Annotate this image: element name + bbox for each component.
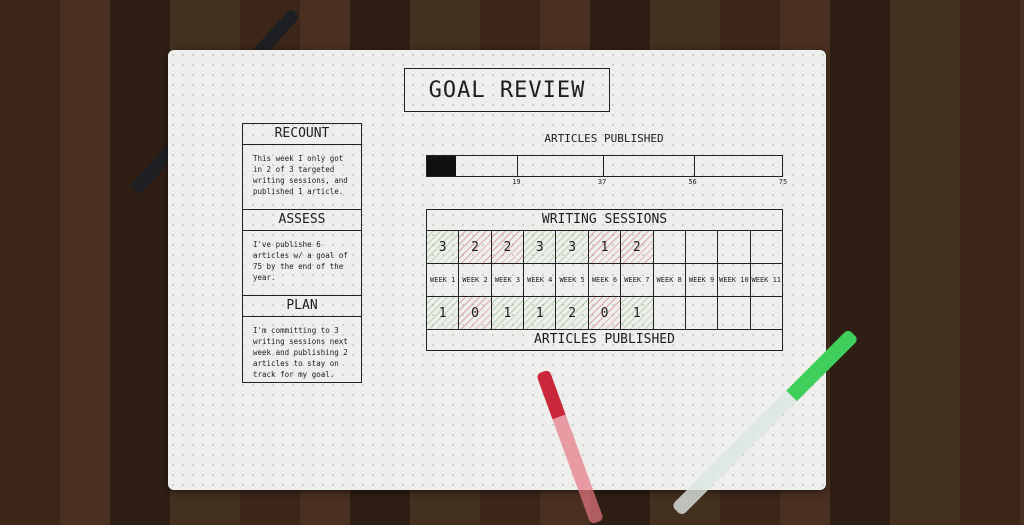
session-count-cell: 2 — [459, 231, 492, 263]
section-heading: PLAN — [243, 296, 361, 317]
section-text: I'm committing to 3 writing sessions nex… — [253, 326, 348, 379]
week-label: WEEK 11 — [751, 275, 782, 284]
article-count-cell: 1 — [491, 297, 525, 329]
page-title: GOAL REVIEW — [404, 68, 610, 112]
session-count-cell: 2 — [621, 231, 654, 263]
week-label: WEEK 9 — [686, 264, 719, 296]
progress-bar — [426, 155, 783, 177]
article-count-cell: 1 — [621, 297, 654, 329]
week-label: WEEK 1 — [427, 264, 460, 296]
section-heading: RECOUNT — [243, 124, 361, 145]
article-count-cell — [654, 297, 686, 329]
progress-label: ARTICLES PUBLISHED — [544, 132, 664, 145]
review-sidebar: RECOUNT This week I only got in 2 of 3 ta… — [242, 123, 362, 383]
tick-label: 37 — [597, 178, 607, 186]
section-text: I've publishe 6 articles w/ a goal of 75… — [243, 231, 361, 296]
session-count-cell: 3 — [556, 231, 589, 263]
article-count-cell: 0 — [588, 297, 622, 329]
session-count-cell — [686, 231, 719, 263]
progress-fill — [427, 156, 456, 176]
article-count-cell — [751, 297, 782, 329]
session-count-cell — [654, 231, 686, 263]
section-heading: ASSESS — [243, 210, 361, 231]
session-count-cell: 3 — [427, 231, 460, 263]
week-label: WEEK 3 — [492, 264, 525, 296]
session-count-cell — [751, 231, 782, 263]
week-label: WEEK 10 — [718, 264, 751, 296]
week-label: WEEK 7 — [621, 264, 654, 296]
article-count-cell: 1 — [427, 297, 460, 329]
article-count-cell: 1 — [524, 297, 557, 329]
weeks-row: WEEK 1 WEEK 2 WEEK 3 WEEK 4 WEEK 5 WEEK 6 WEEK… — [427, 264, 782, 297]
session-count-cell: 1 — [588, 231, 622, 263]
tick-label: 56 — [688, 178, 697, 186]
notebook-page: GOAL REVIEW RECOUNT This week I only got … — [168, 50, 826, 490]
progress-tick — [603, 156, 605, 176]
tick-label: 75 — [778, 178, 788, 186]
week-label: WEEK 6 — [589, 264, 622, 296]
week-label: WEEK 5 — [556, 264, 589, 296]
session-count-cell — [718, 231, 751, 263]
table-footer: ARTICLES PUBLISHED — [534, 332, 675, 347]
article-count-cell — [686, 297, 719, 329]
week-label: WEEK 2 — [459, 264, 492, 296]
section-text: This week I only got in 2 of 3 targeted … — [243, 145, 361, 210]
week-label: WEEK 8 — [654, 264, 686, 296]
table-header: WRITING SESSIONS — [427, 210, 782, 231]
week-label: WEEK 4 — [524, 264, 557, 296]
article-count-cell: 0 — [459, 297, 492, 329]
tick-label: 19 — [512, 178, 521, 186]
article-count-cell: 2 — [556, 297, 589, 329]
session-count-cell: 2 — [491, 231, 525, 263]
article-count-cell — [718, 297, 751, 329]
session-count-cell: 3 — [524, 231, 557, 263]
progress-tick — [693, 156, 695, 176]
progress-tick — [517, 156, 519, 176]
